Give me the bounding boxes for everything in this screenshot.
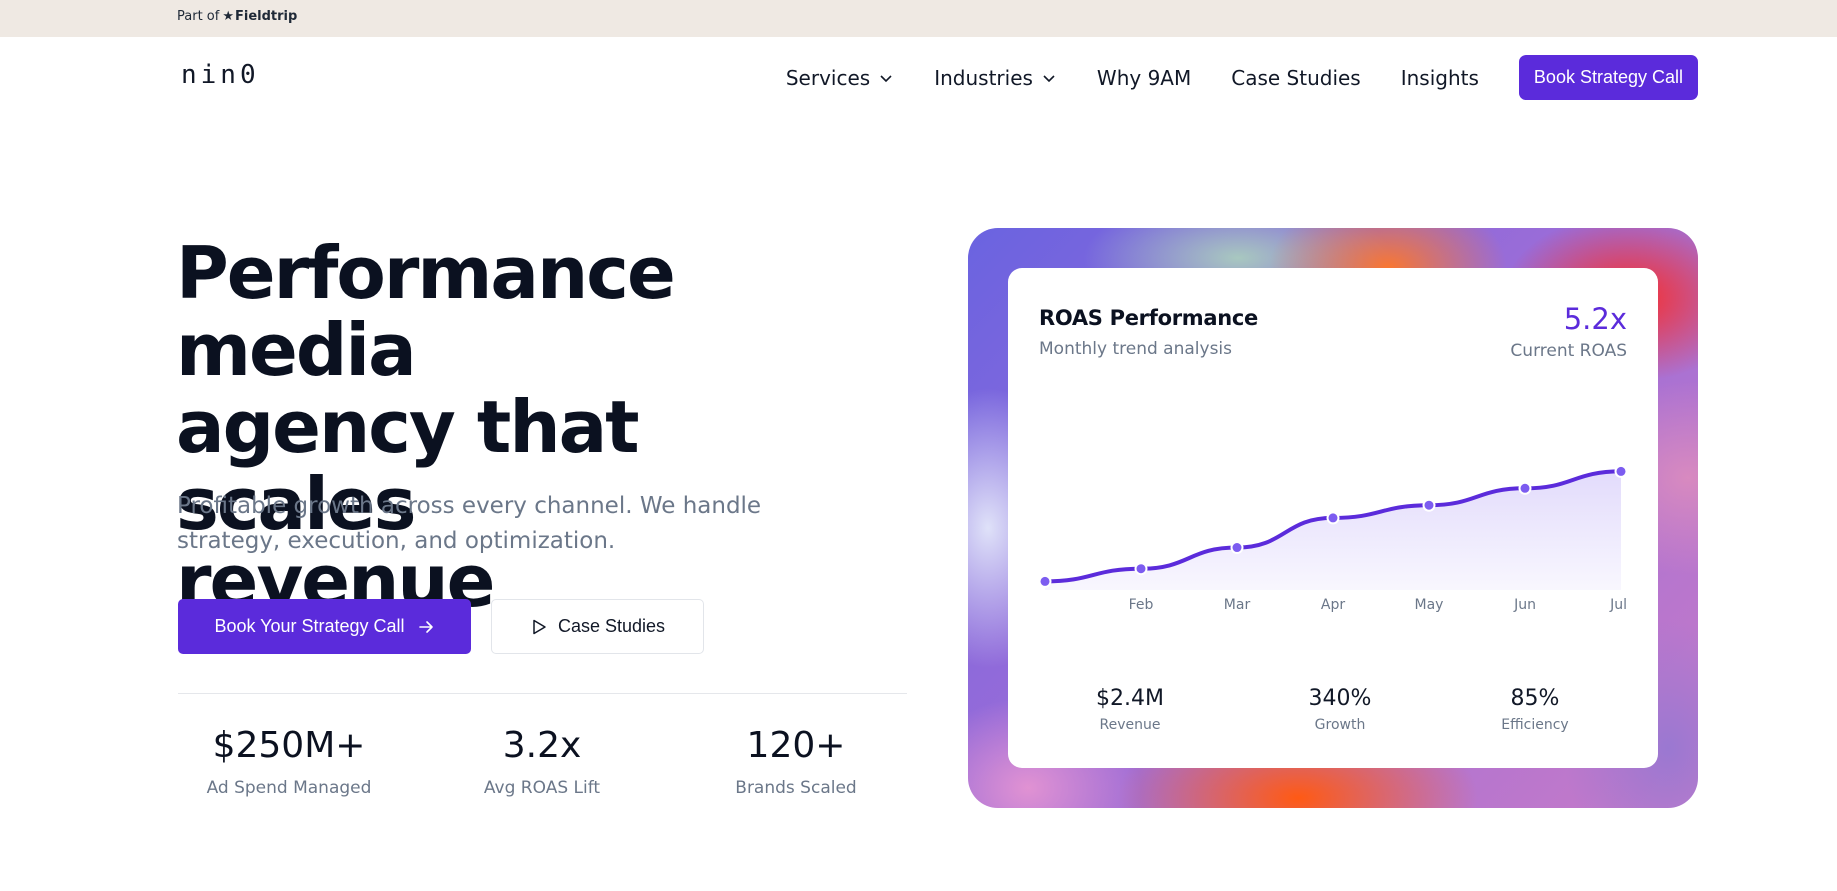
chart-point	[1422, 498, 1436, 512]
nav-item-label: Insights	[1400, 65, 1479, 90]
hero-subtitle: Profitable growth across every channel. …	[177, 489, 797, 559]
button-label: Book Your Strategy Call	[214, 616, 405, 636]
mini-stat-revenue: $2.4M Revenue	[1040, 686, 1220, 733]
top-announcement-bar: Part of ★ Fieldtrip	[0, 0, 1837, 37]
parent-prefix: Part of	[177, 9, 220, 24]
mini-stat-label: Growth	[1314, 717, 1366, 733]
hero-title-line: Performance media	[176, 231, 676, 392]
chart-point	[1326, 511, 1340, 525]
current-roas-label: Current ROAS	[1510, 341, 1627, 361]
stat-value: 3.2x	[502, 725, 582, 766]
chevron-down-icon	[1043, 74, 1055, 82]
card-subtitle: Monthly trend analysis	[1039, 339, 1233, 359]
case-studies-button[interactable]: Case Studies	[491, 599, 704, 654]
stat-roas-lift: 3.2x Avg ROAS Lift	[432, 724, 652, 798]
nav-item-insights[interactable]: Insights	[1401, 56, 1479, 100]
chart-x-tick-label: Mar	[1224, 597, 1251, 613]
nav-item-why-9am[interactable]: Why 9AM	[1097, 56, 1191, 100]
chart-x-tick-label: May	[1415, 597, 1444, 613]
hero-title: Performance media agency that scales rev…	[176, 235, 896, 620]
chart-x-tick-label: Apr	[1321, 597, 1345, 613]
nav-item-label: Services	[785, 65, 871, 90]
stat-value: 120+	[746, 725, 846, 766]
chart-area	[1045, 471, 1621, 590]
stat-value: $250M+	[212, 725, 366, 766]
site-logo[interactable]: nin0	[181, 60, 260, 90]
parent-company-link[interactable]: Part of ★ Fieldtrip	[177, 9, 297, 24]
parent-brand: ★ Fieldtrip	[222, 9, 297, 24]
stat-label: Brands Scaled	[735, 778, 857, 798]
stat-brands-scaled: 120+ Brands Scaled	[686, 724, 906, 798]
chart-x-tick-label: Jun	[1513, 597, 1536, 613]
nav-item-label: Industries	[934, 65, 1033, 90]
book-your-strategy-call-button[interactable]: Book Your Strategy Call	[178, 599, 471, 654]
chevron-down-icon	[880, 74, 892, 82]
arrow-right-icon	[418, 620, 433, 633]
chart-point	[1614, 464, 1628, 478]
stat-label: Ad Spend Managed	[206, 778, 372, 798]
chart-point	[1134, 562, 1148, 576]
nav-item-services[interactable]: Services	[786, 56, 894, 100]
main-nav: Services Industries Why 9AM Case Studies…	[786, 55, 1698, 100]
hero-subtitle-line: strategy, execution, and optimization.	[177, 528, 616, 554]
chart-point	[1230, 541, 1244, 555]
roas-performance-card: ROAS Performance Monthly trend analysis …	[1008, 268, 1658, 768]
star-icon: ★	[222, 9, 234, 24]
hero-visual: ROAS Performance Monthly trend analysis …	[968, 228, 1698, 808]
hero-subtitle-line: Profitable growth across every channel. …	[177, 493, 762, 519]
chart-x-ticks: Feb Mar Apr May Jun Jul	[1129, 597, 1627, 613]
card-title: ROAS Performance	[1039, 306, 1258, 330]
chart-x-tick-label: Jul	[1609, 597, 1627, 613]
parent-brand-label: Fieldtrip	[234, 9, 298, 24]
nav-item-label: Why 9AM	[1096, 65, 1192, 90]
stat-label: Avg ROAS Lift	[483, 778, 601, 798]
chart-point	[1038, 574, 1052, 588]
mini-stat-label: Efficiency	[1501, 717, 1569, 733]
roas-trend-chart: Feb Mar Apr May Jun Jul	[1038, 464, 1628, 613]
mini-stat-efficiency: 85% Efficiency	[1445, 686, 1625, 733]
mini-stat-value: 85%	[1510, 686, 1560, 711]
stats-divider	[178, 693, 907, 694]
book-strategy-call-button[interactable]: Book Strategy Call	[1518, 55, 1698, 100]
chart-points	[1038, 464, 1628, 588]
mini-stat-growth: 340% Growth	[1250, 686, 1430, 733]
mini-stat-value: 340%	[1308, 686, 1372, 711]
mini-stat-label: Revenue	[1099, 717, 1161, 733]
hero-title-line: agency that scales	[176, 385, 640, 546]
chart-point	[1518, 481, 1532, 495]
current-roas-value: 5.2x	[1563, 302, 1627, 336]
button-label: Case Studies	[557, 616, 666, 636]
chart-x-tick-label: Feb	[1129, 597, 1154, 613]
nav-item-industries[interactable]: Industries	[934, 56, 1057, 100]
stat-ad-spend: $250M+ Ad Spend Managed	[179, 724, 399, 798]
mini-stat-value: $2.4M	[1096, 686, 1164, 711]
nav-item-case-studies[interactable]: Case Studies	[1231, 56, 1361, 100]
nav-item-label: Case Studies	[1231, 65, 1361, 90]
play-icon	[533, 619, 546, 634]
